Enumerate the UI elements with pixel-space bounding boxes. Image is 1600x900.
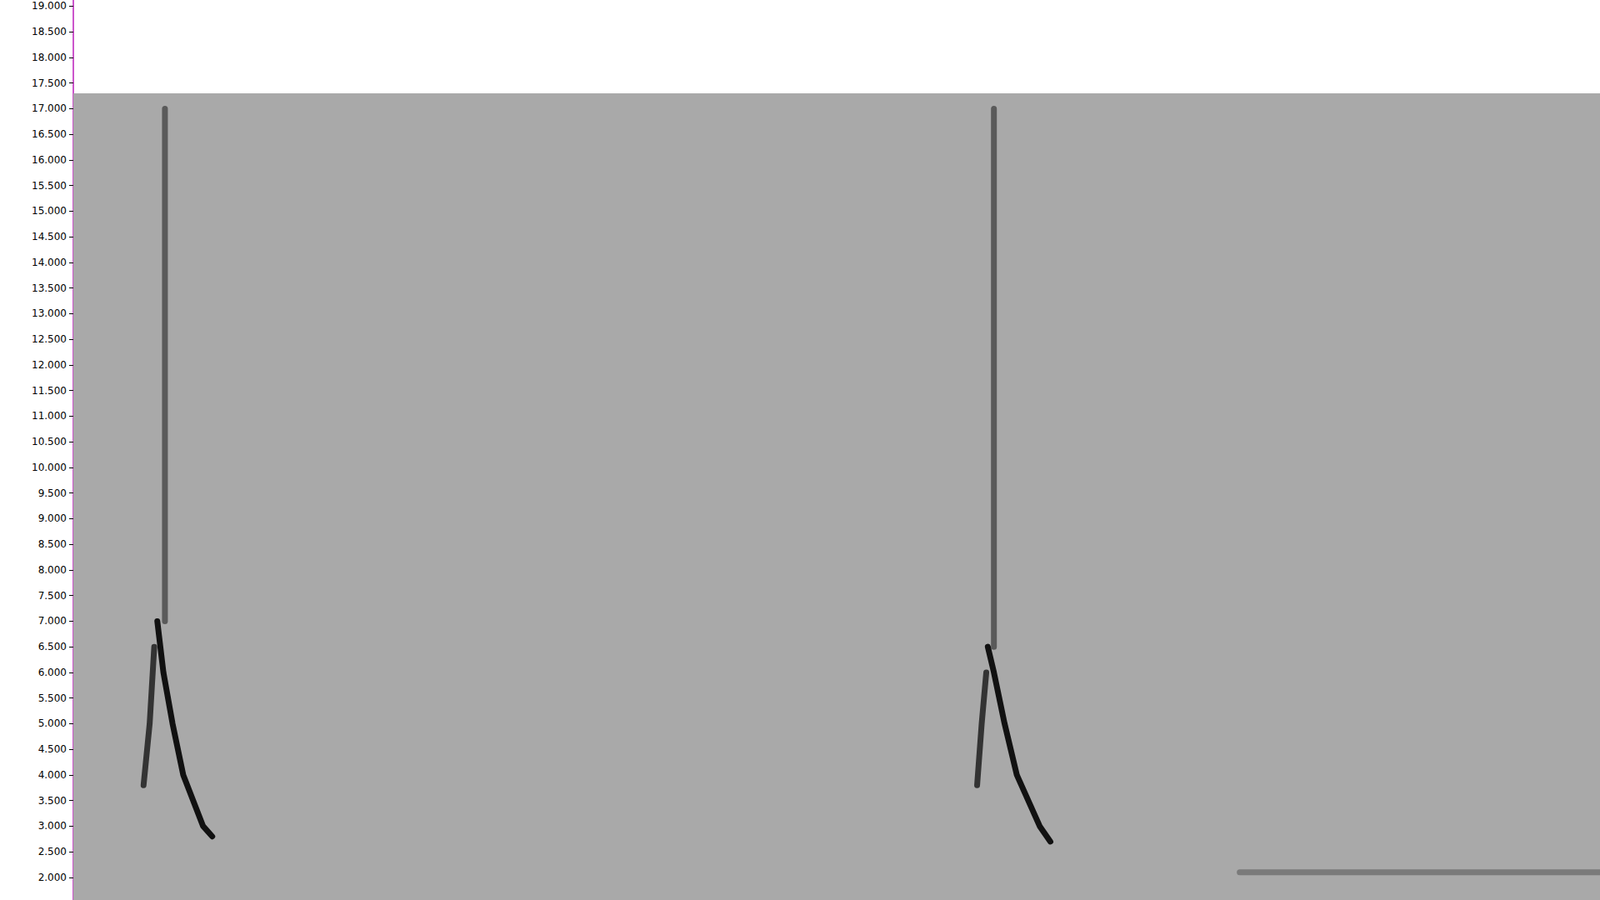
svg-text:19.000: 19.000 — [31, 0, 67, 12]
svg-text:11.000: 11.000 — [31, 410, 67, 422]
svg-text:9.500: 9.500 — [38, 487, 67, 500]
svg-text:6.000: 6.000 — [38, 666, 67, 679]
svg-text:10.500: 10.500 — [31, 435, 67, 448]
svg-text:7.500: 7.500 — [38, 590, 67, 602]
svg-text:18.000: 18.000 — [31, 51, 67, 64]
svg-text:5.500: 5.500 — [38, 692, 67, 705]
svg-text:5.000: 5.000 — [38, 717, 67, 730]
svg-text:3.500: 3.500 — [38, 795, 67, 807]
svg-text:15.000: 15.000 — [31, 205, 67, 217]
svg-text:15.500: 15.500 — [31, 180, 67, 192]
svg-text:17.500: 17.500 — [31, 77, 67, 90]
svg-text:16.500: 16.500 — [31, 128, 67, 140]
svg-text:2.500: 2.500 — [38, 845, 67, 858]
svg-text:10.000: 10.000 — [31, 461, 67, 474]
svg-text:4.000: 4.000 — [38, 769, 67, 781]
svg-text:13.000: 13.000 — [31, 307, 67, 320]
svg-text:9.000: 9.000 — [38, 512, 67, 525]
svg-text:8.500: 8.500 — [38, 538, 67, 550]
svg-text:6.500: 6.500 — [38, 640, 67, 653]
svg-text:12.500: 12.500 — [31, 333, 67, 345]
svg-text:14.500: 14.500 — [31, 230, 67, 243]
svg-text:3.000: 3.000 — [38, 820, 67, 832]
svg-text:2.000: 2.000 — [38, 871, 67, 884]
svg-text:13.500: 13.500 — [31, 282, 67, 295]
svg-text:14.000: 14.000 — [31, 256, 67, 269]
svg-text:4.500: 4.500 — [38, 743, 67, 755]
svg-text:7.000: 7.000 — [38, 615, 67, 627]
svg-text:17.000: 17.000 — [31, 102, 67, 115]
svg-text:8.000: 8.000 — [38, 564, 67, 576]
svg-text:11.500: 11.500 — [31, 385, 67, 397]
svg-text:18.500: 18.500 — [31, 25, 67, 38]
svg-text:16.000: 16.000 — [31, 154, 67, 166]
svg-text:12.000: 12.000 — [31, 359, 67, 371]
